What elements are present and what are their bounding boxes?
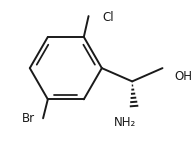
Text: NH₂: NH₂ — [113, 115, 136, 128]
Text: Cl: Cl — [103, 11, 114, 24]
Text: Br: Br — [22, 112, 35, 125]
Text: OH: OH — [175, 70, 193, 83]
